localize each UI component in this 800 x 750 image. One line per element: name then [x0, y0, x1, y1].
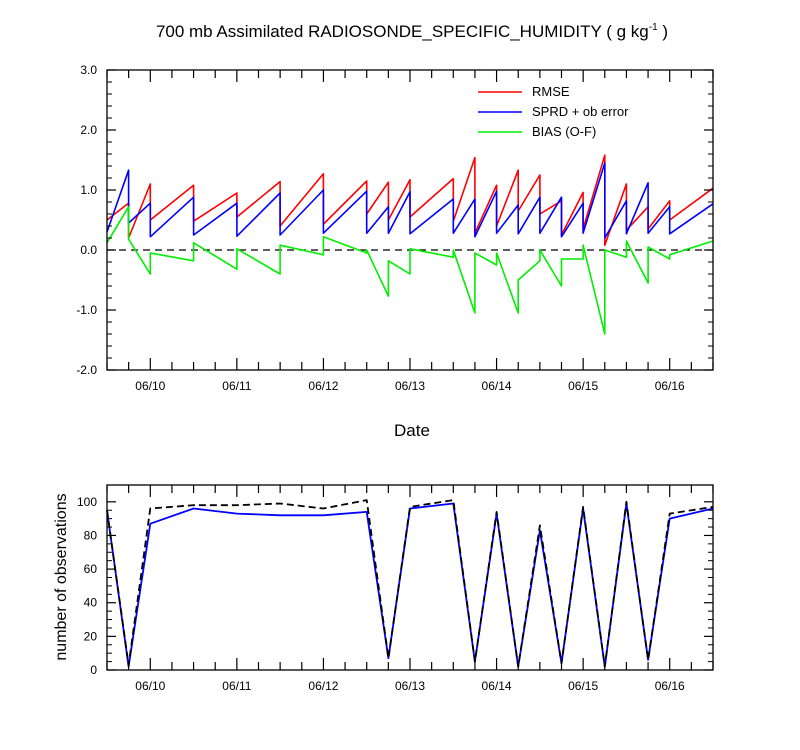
series-line-2 [106, 206, 714, 335]
title-exponent: -1 [649, 22, 658, 33]
x-tick-label: 06/14 [482, 679, 512, 693]
chart-title: 700 mb Assimilated RADIOSONDE_SPECIFIC_H… [156, 22, 668, 41]
y-tick-label: 1.0 [80, 183, 97, 197]
y-tick-label: 20 [84, 629, 98, 643]
top-series-group [106, 154, 714, 335]
legend-label-1: SPRD + ob error [532, 104, 629, 119]
x-tick-label: 06/15 [568, 379, 598, 393]
x-tick-label: 06/15 [568, 679, 598, 693]
bottom-series-group [106, 499, 714, 668]
bottom-chart: 0 20 40 60 80 100 06/10 06/11 06/12 06/13 06/14 06/… [53, 484, 714, 693]
x-tick-label: 06/11 [222, 379, 251, 393]
y-tick-label: 0 [90, 663, 97, 677]
title-text: 700 mb Assimilated RADIOSONDE_SPECIFIC_H… [156, 22, 649, 41]
series-line-1 [106, 162, 714, 239]
bottom-axes: 0 20 40 60 80 100 06/10 06/11 06/12 06/13 06/14 06/… [77, 484, 714, 693]
y-tick-label: 100 [77, 495, 97, 509]
legend-label-2: BIAS (O-F) [532, 124, 596, 139]
series-line-1 [106, 499, 714, 668]
top-chart: 700 mb Assimilated RADIOSONDE_SPECIFIC_H… [76, 22, 714, 440]
x-tick-label: 06/14 [482, 379, 512, 393]
legend-label-0: RMSE [532, 84, 570, 99]
y-tick-label: 0.0 [80, 243, 97, 257]
x-tick-label: 06/16 [655, 379, 685, 393]
y-tick-label: 80 [84, 528, 98, 542]
x-tick-label: 06/13 [395, 379, 425, 393]
x-tick-label: 06/10 [135, 679, 165, 693]
y-tick-label: -1.0 [76, 303, 97, 317]
y-tick-label: -2.0 [76, 363, 97, 377]
x-tick-label: 06/10 [135, 379, 165, 393]
y-tick-label: 3.0 [80, 63, 97, 77]
y-tick-label: 60 [84, 562, 98, 576]
x-tick-label: 06/16 [655, 679, 685, 693]
series-line-0 [106, 502, 714, 668]
legend: RMSE SPRD + ob error BIAS (O-F) [478, 84, 629, 139]
top-axes: -2.0 -1.0 0.0 1.0 2.0 3.0 06/10 06/11 06/12 06/13… [76, 63, 714, 393]
x-tick-label: 06/13 [395, 679, 425, 693]
series-line-0 [106, 154, 714, 246]
x-tick-label: 06/12 [308, 679, 338, 693]
y-axis-label: number of observations [53, 493, 70, 660]
x-tick-label: 06/11 [222, 679, 251, 693]
y-tick-label: 2.0 [80, 123, 97, 137]
y-tick-label: 40 [84, 596, 98, 610]
x-axis-label: Date [394, 421, 430, 440]
x-tick-label: 06/12 [308, 379, 338, 393]
title-suffix: ) [658, 22, 668, 41]
